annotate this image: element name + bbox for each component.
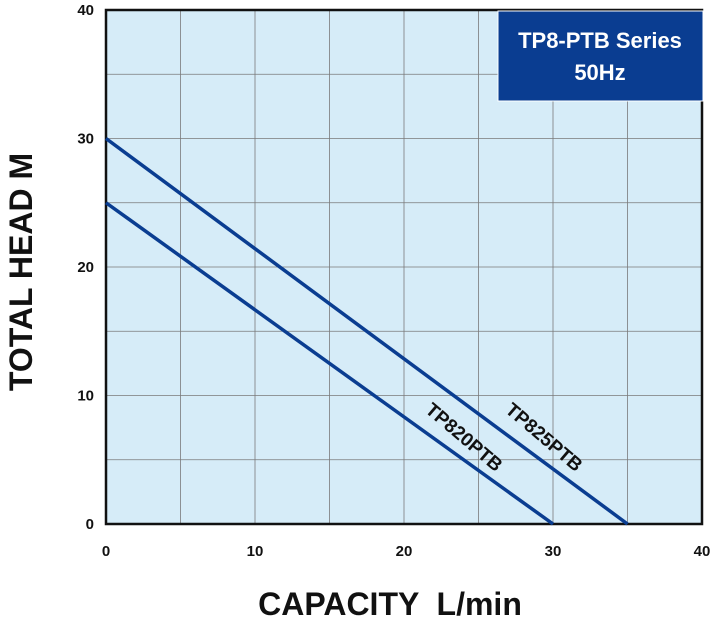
legend-title-line2: 50Hz — [574, 60, 625, 85]
series-lines — [104, 137, 629, 526]
y-axis-title: TOTAL HEAD M — [3, 153, 39, 391]
series-line-tp825ptb — [104, 137, 629, 526]
x-tick-label: 0 — [102, 543, 110, 560]
y-tick-label: 20 — [77, 259, 94, 276]
series-line-tp820ptb — [104, 201, 555, 526]
legend-background — [497, 10, 704, 102]
legend-title-line1: TP8-PTB Series — [518, 28, 682, 53]
x-tick-label: 20 — [396, 543, 413, 560]
x-axis-title: CAPACITY L/min — [258, 586, 522, 622]
y-tick-label: 40 — [77, 2, 94, 19]
legend-box: TP8-PTB Series 50Hz — [497, 10, 704, 102]
y-tick-label: 30 — [77, 131, 94, 148]
x-tick-label: 30 — [545, 543, 562, 560]
x-tick-labels: 0 10 20 30 40 — [102, 543, 711, 560]
y-tick-label: 10 — [77, 388, 94, 405]
x-tick-label: 40 — [694, 543, 711, 560]
grid-lines — [106, 10, 702, 524]
y-tick-labels: 0 10 20 30 40 — [77, 2, 94, 533]
x-tick-label: 10 — [247, 543, 264, 560]
y-tick-label: 0 — [86, 516, 94, 533]
plot-frame — [104, 8, 704, 526]
